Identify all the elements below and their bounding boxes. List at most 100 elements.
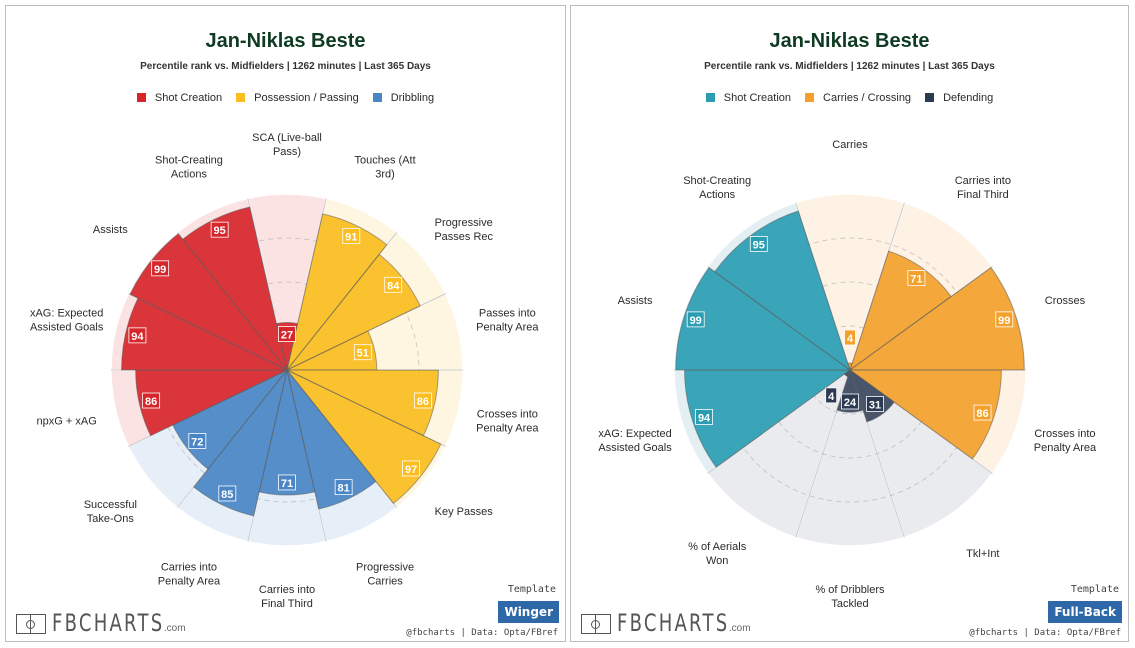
fbcharts-logo: FBCHARTS .com <box>16 609 186 637</box>
value-label-box <box>973 404 992 421</box>
value-slice <box>193 369 288 517</box>
value-slice <box>129 233 288 371</box>
template-label: Template <box>1070 584 1119 595</box>
fbcharts-logo: FBCHARTS .com <box>581 609 751 637</box>
legend-swatch <box>925 93 935 102</box>
pizza-chart: 4 Carries 71 Carries into Final Third 99 Cross… <box>598 139 1097 610</box>
category-label: Progressive Carries <box>356 562 414 588</box>
value-slice <box>675 266 852 371</box>
value-label: 99 <box>998 315 1010 327</box>
value-label: 51 <box>357 348 369 360</box>
slice-divider <box>286 369 327 542</box>
value-label-box <box>278 326 296 342</box>
legend-item: Possession / Passing <box>236 92 359 104</box>
value-label: 72 <box>191 437 203 449</box>
slice-divider <box>286 369 398 508</box>
category-label: Assists <box>93 224 128 236</box>
value-label: 84 <box>387 280 400 292</box>
chart-subtitle: Percentile rank vs. Midfielders | 1262 m… <box>704 61 995 72</box>
value-slice <box>848 369 1002 460</box>
legend-label: Possession / Passing <box>254 92 359 104</box>
value-label: 81 <box>338 483 350 495</box>
template-badge[interactable]: Full-Back <box>1048 601 1122 623</box>
category-label: Successful Take-Ons <box>84 499 137 525</box>
template-label: Template <box>507 584 556 595</box>
logo-suffix: .com <box>163 623 186 634</box>
value-slice <box>848 266 1025 371</box>
value-label: 86 <box>417 396 429 408</box>
credit-text: @fbcharts | Data: Opta/FBref <box>969 628 1121 638</box>
slice-divider <box>176 369 288 508</box>
value-label: 97 <box>405 464 417 476</box>
slice-divider <box>795 369 851 538</box>
value-label-box <box>749 236 768 252</box>
category-label: Carries into Final Third <box>955 175 1011 201</box>
value-label: 94 <box>131 331 144 343</box>
legend-swatch <box>372 93 382 102</box>
value-label: 24 <box>844 397 857 409</box>
legend-swatch <box>236 93 246 102</box>
value-label-box <box>151 260 170 277</box>
value-slice <box>286 213 388 371</box>
fullback-pizza-panel: Jan-Niklas Beste Percentile rank vs. Mid… <box>570 5 1129 642</box>
category-label: npxG + xAG <box>37 415 97 427</box>
labels: 27 SCA (Live-ball Pass) 91 Touches (Att 3rd) 8… <box>30 132 539 610</box>
value-label: 94 <box>698 412 711 424</box>
value-label-box <box>413 392 432 409</box>
value-slice <box>182 206 288 371</box>
category-label: Tkl+Int <box>966 548 999 560</box>
value-label: 99 <box>154 264 166 276</box>
slice-divider <box>849 266 993 371</box>
value-label-box <box>384 276 403 293</box>
value-label: 86 <box>976 408 988 420</box>
value-slice <box>849 250 952 372</box>
slice-divider <box>128 293 288 371</box>
value-label: 31 <box>869 399 881 411</box>
pitch-icon <box>16 614 46 634</box>
legend: Shot Creation Possession / Passing Dribbli… <box>6 92 565 104</box>
category-label: xAG: Expected Assisted Goals <box>598 428 672 454</box>
category-label: Carries <box>832 139 868 151</box>
value-label-box <box>866 396 884 412</box>
slice-divider <box>128 369 288 447</box>
value-label: 86 <box>145 396 157 408</box>
value-label-box <box>128 327 147 344</box>
category-label: xAG: Expected Assisted Goals <box>30 308 104 334</box>
credit-text: @fbcharts | Data: Opta/FBref <box>406 628 558 638</box>
category-label: SCA (Live-ball Pass) <box>252 132 322 158</box>
category-label: % of Aerials Won <box>688 541 747 567</box>
slice-divider <box>795 202 851 371</box>
legend-label: Shot Creation <box>723 92 792 104</box>
category-label: Touches (Att 3rd) <box>354 154 415 180</box>
value-label-box <box>825 387 838 404</box>
logo-text: FBCHARTS <box>52 609 165 637</box>
slice-divider <box>849 369 993 474</box>
category-label: Shot-Creating Actions <box>155 154 223 180</box>
legend-swatch <box>705 93 715 102</box>
value-slice <box>286 369 377 510</box>
category-label: Carries into Penalty Area <box>158 562 221 588</box>
legend-item: Carries / Crossing <box>805 92 911 104</box>
value-label-box <box>695 409 713 425</box>
legend-label: Defending <box>943 92 994 104</box>
logo-suffix: .com <box>728 623 751 634</box>
value-label-box <box>342 228 361 244</box>
value-label: 4 <box>847 333 854 345</box>
chart-title: Jan-Niklas Beste <box>769 30 930 52</box>
legend-item: Shot Creation <box>136 92 222 104</box>
template-badge[interactable]: Winger <box>498 601 559 623</box>
pitch-icon <box>581 614 611 634</box>
legend-item: Dribbling <box>372 92 434 104</box>
value-label-box <box>841 393 859 410</box>
pizza-chart: 27 SCA (Live-ball Pass) 91 Touches (Att 3rd) 8… <box>30 132 539 610</box>
category-label: Progressive Passes Rec <box>434 217 493 243</box>
legend-swatch <box>136 93 146 102</box>
logo-text: FBCHARTS <box>617 609 730 637</box>
category-label: Key Passes <box>435 506 494 518</box>
chart-title: Jan-Niklas Beste <box>205 30 366 52</box>
legend-item: Shot Creation <box>705 92 792 104</box>
value-label: 71 <box>281 478 293 490</box>
slice-divider <box>286 232 398 371</box>
slice-divider <box>849 202 905 371</box>
legend-item: Defending <box>925 92 993 104</box>
